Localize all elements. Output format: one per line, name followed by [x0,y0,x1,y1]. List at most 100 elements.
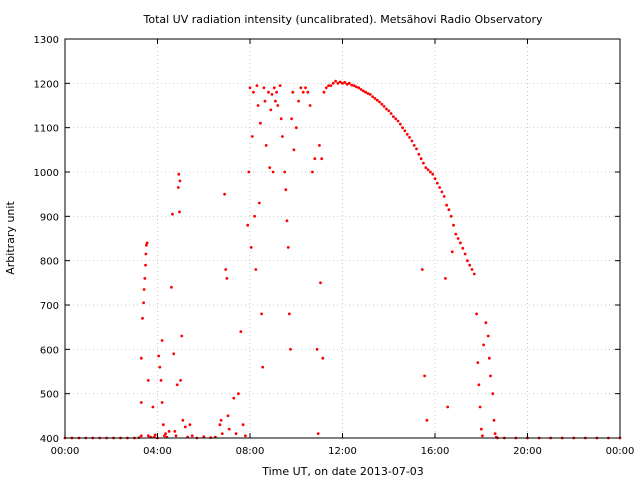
data-point [459,241,462,245]
data-point [262,86,266,90]
data-point [491,392,495,396]
data-point [160,339,164,342]
data-point [159,379,163,382]
data-point [449,214,453,218]
data-point [447,208,451,212]
data-point [139,356,143,360]
data-point [167,430,171,433]
x-tick-label: 20:00 [513,446,542,457]
data-point [145,241,149,245]
data-point [435,181,439,185]
data-point [316,432,320,435]
data-point [161,423,165,427]
data-point [177,172,181,176]
data-point [489,374,492,378]
data-point [350,83,354,87]
data-point [403,129,407,133]
data-point [260,312,263,316]
data-point [477,383,481,387]
data-point [267,90,270,94]
data-point [357,86,361,90]
data-point [463,252,467,256]
data-point [311,170,314,174]
data-point [239,330,243,333]
data-point [331,81,335,85]
data-point [420,268,424,271]
data-point [256,104,260,107]
data-point [398,122,402,126]
data-point [164,432,168,435]
data-point [234,432,238,435]
data-point [308,104,312,107]
data-point [466,259,469,263]
data-point [172,352,176,356]
data-point [304,86,307,90]
y-axis-ticks: 400 500 600 700 800 900 1000 1100 1200 1300 [34,35,620,445]
plot-frame [64,38,621,439]
y-tick-label: 1300 [34,35,59,46]
data-point [431,172,435,176]
y-axis-label: Arbitrary unit [4,201,17,275]
data-point [380,102,384,106]
y-tick-label: 500 [40,390,59,401]
data-point [424,166,428,170]
data-point [171,212,174,216]
data-point [254,268,258,271]
x-tick-label: 04:00 [143,446,172,457]
data-point [341,81,344,85]
y-tick-label: 1000 [34,168,59,179]
data-point [394,117,398,121]
data-point [479,427,483,431]
data-point [170,285,173,289]
data-point [244,434,247,438]
data-point [291,90,295,94]
data-point [274,99,277,103]
data-point [146,379,150,382]
data-point [145,243,148,247]
data-point [478,405,482,409]
data-point [352,84,356,87]
data-point [425,418,429,422]
data-point [392,115,395,118]
data-point [190,434,194,438]
data-point [426,168,430,172]
data-point [281,135,284,138]
x-tick-label: 00:00 [606,446,635,457]
data-point [433,177,437,181]
data-point [139,434,143,438]
data-point [255,84,259,87]
chart-title: Total UV radiation intensity (uncalibrat… [143,13,543,26]
data-point [227,427,231,431]
data-point [180,334,184,338]
data-point [141,316,144,320]
data-point [259,121,262,125]
data-point [153,433,157,437]
y-tick-label: 1100 [34,124,59,135]
data-point [223,192,227,196]
data-point [461,246,465,250]
data-point [279,117,283,121]
data-point [348,81,351,85]
data-point [445,203,448,207]
data-point [299,86,303,90]
data-point [285,219,289,223]
y-tick-label: 1200 [34,79,59,90]
data-point [176,186,180,189]
data-point [410,139,414,143]
data-point [440,190,444,194]
data-point [343,81,347,84]
data-point [336,81,340,85]
data-point [264,144,268,147]
data-point [444,277,447,280]
data-point [454,232,458,236]
data-point [225,277,229,280]
data-point [289,347,292,351]
data-point [175,383,179,387]
data-point [405,132,409,136]
data-point [286,246,290,249]
x-tick-label: 12:00 [328,446,357,457]
data-point [178,179,182,183]
data-point [359,88,363,91]
data-point [373,97,377,100]
